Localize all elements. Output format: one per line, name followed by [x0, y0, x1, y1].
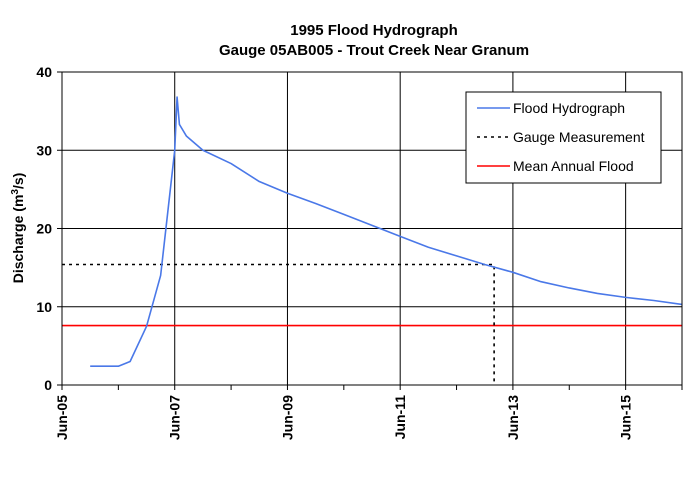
x-tick-label: Jun-11: [392, 395, 408, 440]
y-axis-label: Discharge (m3/s): [10, 173, 26, 284]
legend-items: Flood Hydrograph Gauge Measurement Mean An…: [477, 100, 645, 174]
series-line-1: [62, 263, 495, 385]
legend-label: Gauge Measurement: [513, 129, 645, 145]
y-tick-label: 30: [36, 142, 52, 158]
legend: Flood Hydrograph Gauge Measurement Mean An…: [465, 91, 662, 184]
y-tick-label: 10: [36, 299, 52, 315]
chart-subtitle: Gauge 05AB005 - Trout Creek Near Granum: [219, 42, 529, 59]
x-tick-label: Jun-13: [505, 395, 521, 440]
y-axis-label-main: Discharge (m: [10, 195, 26, 284]
x-tick-label: Jun-05: [54, 395, 70, 440]
series-layer: [62, 96, 683, 385]
y-axis-ticks: 0 10 20 30 40: [36, 64, 62, 393]
x-tick-label: Jun-15: [618, 395, 634, 440]
y-axis-label-unit-end: /s): [10, 173, 26, 189]
y-tick-label: 0: [44, 377, 52, 393]
y-tick-label: 20: [36, 221, 52, 237]
y-axis-label-superscript: 3: [10, 189, 21, 195]
chart-title: 1995 Flood Hydrograph: [290, 22, 458, 39]
series-line-0: [90, 96, 683, 368]
x-tick-label: Jun-09: [279, 395, 295, 440]
legend-label: Flood Hydrograph: [513, 100, 625, 116]
y-tick-label: 40: [36, 64, 52, 80]
x-axis-ticks: Jun-05 Jun-07 Jun-09 Jun-11 Jun-13 Jun-15: [54, 385, 683, 440]
legend-label: Mean Annual Flood: [513, 158, 634, 174]
x-tick-label: Jun-07: [167, 395, 183, 440]
